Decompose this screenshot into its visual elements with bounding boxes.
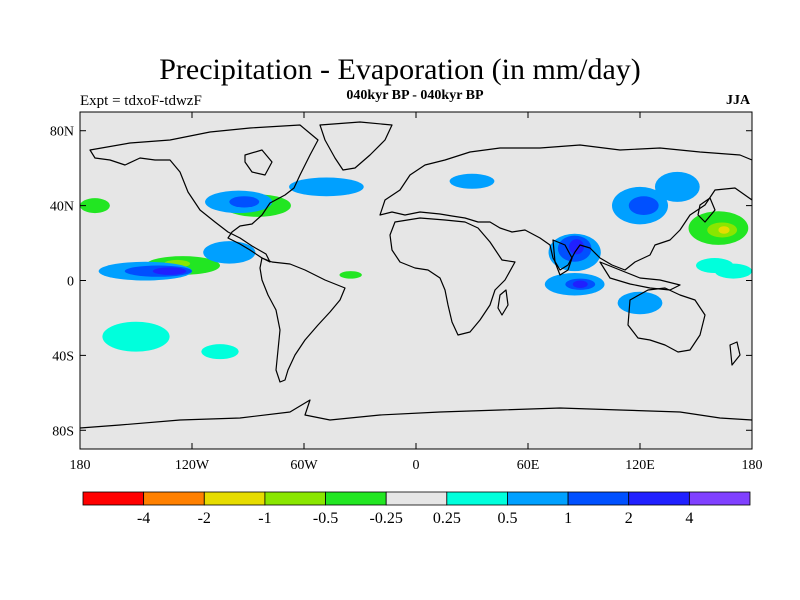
- contour-region-16: [80, 209, 122, 240]
- colorbar-swatch-5: [385, 491, 448, 506]
- contour-region-20: [714, 336, 752, 360]
- contour-region-35: [572, 280, 588, 288]
- coastline-hudson-bay: [244, 149, 273, 176]
- y-tick-label-3: 40S: [52, 349, 74, 364]
- contour-region-38: [654, 171, 700, 202]
- contour-region-28: [289, 177, 364, 197]
- coastline-madagascar: [497, 289, 509, 316]
- contour-region-17: [80, 198, 110, 214]
- chart-subtitle: 040kyr BP - 040kyr BP: [346, 88, 484, 103]
- colorbar-swatch-9: [628, 491, 690, 506]
- colorbar-swatch-1: [143, 491, 205, 506]
- coastline-japan: [697, 197, 716, 223]
- chart-title: Precipitation - Evaporation (in mm/day): [159, 53, 641, 86]
- colorbar: -4 -2 -1 -0.5 -0.25 0.25 0.5 1 2 4: [82, 491, 751, 527]
- x-tick-label-0: 180: [70, 458, 91, 473]
- contour-region-32: [569, 239, 584, 255]
- contour-region-9: [341, 190, 387, 210]
- y-tick-label-2: 0: [67, 275, 74, 290]
- contour-region-25: [102, 321, 170, 352]
- contour-region-18: [486, 170, 562, 186]
- contour-region-40: [201, 344, 239, 360]
- colorbar-label-4: -0.25: [370, 510, 403, 527]
- contour-region-24: [203, 241, 256, 264]
- experiment-label: Expt = tdxoF-tdwzF: [80, 93, 202, 109]
- contour-region-27: [229, 196, 260, 208]
- contour-region-15: [718, 226, 730, 234]
- x-tick-label-6: 180: [742, 458, 763, 473]
- colorbar-swatch-4: [325, 491, 387, 506]
- colorbar-swatch-2: [203, 491, 266, 506]
- contour-region-3: [150, 310, 204, 333]
- colorbar-swatch-7: [507, 491, 569, 506]
- colorbar-swatch-8: [567, 491, 630, 506]
- colorbar-swatch-0: [82, 491, 145, 506]
- contour-region-29: [449, 173, 495, 189]
- contour-region-19: [494, 344, 562, 360]
- coastline-india: [552, 239, 573, 276]
- contour-region-37: [628, 196, 659, 215]
- colorbar-label-8: 2: [625, 510, 633, 527]
- contour-region-7: [337, 265, 390, 285]
- y-tick-label-1: 40N: [50, 200, 74, 215]
- colorbar-swatch-6: [446, 491, 508, 506]
- contour-region-8: [339, 271, 362, 279]
- plot-background: [80, 112, 752, 449]
- x-tick-label-4: 60E: [517, 458, 540, 473]
- colorbar-label-1: -2: [198, 510, 211, 527]
- colorbar-label-2: -1: [258, 510, 271, 527]
- contour-region-23: [152, 267, 187, 275]
- colorbar-label-0: -4: [137, 510, 150, 527]
- colorbar-label-3: -0.5: [313, 510, 338, 527]
- coastline-north-america: [89, 124, 319, 263]
- coastline-africa: [389, 217, 516, 336]
- colorbar-label-5: 0.25: [433, 510, 461, 527]
- contour-region-12: [613, 254, 659, 277]
- contour-region-11: [483, 302, 517, 326]
- x-tick-label-1: 120W: [175, 458, 210, 473]
- x-tick-label-5: 120E: [625, 458, 655, 473]
- colorbar-swatch-10: [688, 491, 751, 506]
- coastline-new-zealand: [729, 341, 741, 366]
- coastline-antarctica: [80, 399, 752, 429]
- coastline-greenland: [319, 121, 393, 171]
- y-tick-label-0: 80N: [50, 125, 74, 140]
- contour-region-6: [266, 231, 305, 255]
- colorbar-label-7: 1: [564, 510, 572, 527]
- coastline-australia: [627, 287, 706, 353]
- y-tick-label-4: 80S: [52, 424, 74, 439]
- x-tick-label-3: 0: [413, 458, 420, 473]
- contour-region-10: [475, 269, 506, 288]
- coastline-south-america: [259, 257, 346, 383]
- x-tick-label-2: 60W: [290, 458, 318, 473]
- colorbar-swatch-3: [264, 491, 326, 506]
- coastline-europe-asia: [379, 144, 752, 271]
- axes-layer: 180 120W 60W 0 60E 120E 180 80N 40N 0 40S 80S: [50, 112, 763, 473]
- season-label: JJA: [726, 93, 751, 108]
- coastline-southeast-asia-islands: [599, 261, 681, 291]
- contour-fill-layer: [80, 170, 752, 360]
- colorbar-label-9: 4: [685, 510, 693, 527]
- coastline-layer: [80, 121, 752, 429]
- contour-region-2: [80, 293, 159, 313]
- contour-region-42: [696, 258, 734, 274]
- colorbar-label-6: 0.5: [497, 510, 517, 527]
